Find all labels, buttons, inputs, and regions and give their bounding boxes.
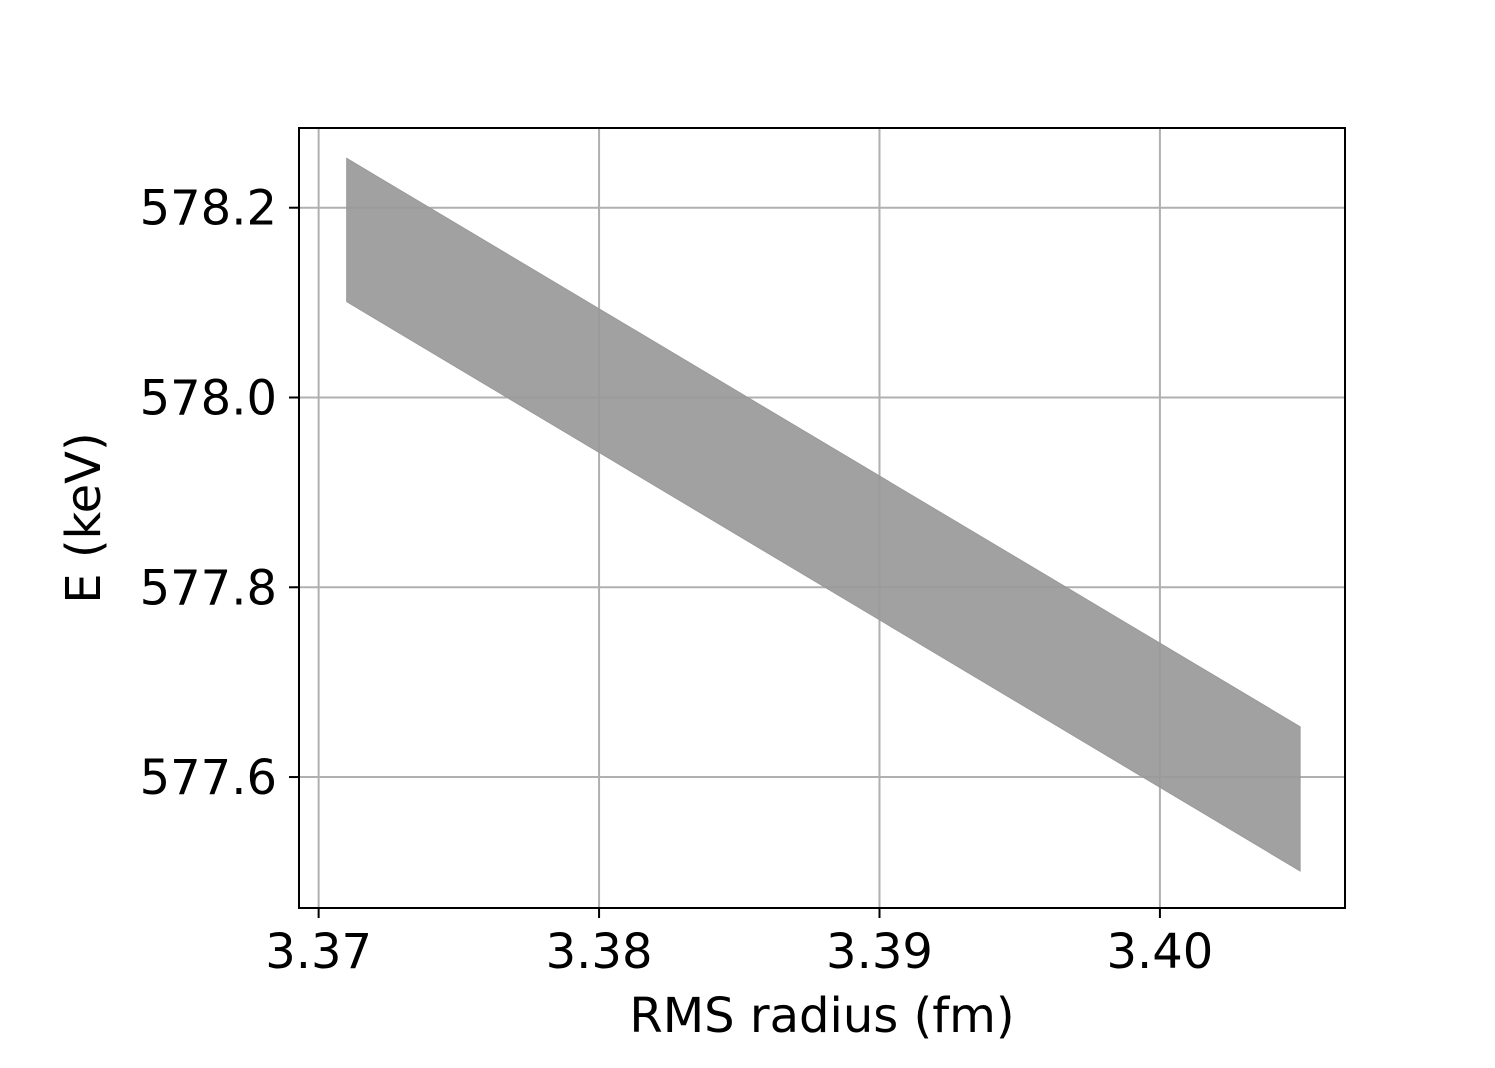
y-tick-label: 578.0 [140, 370, 277, 426]
x-tick-label: 3.39 [826, 924, 933, 980]
x-axis-ticks: 3.37 3.38 3.39 3.40 [265, 908, 1213, 980]
y-axis-label: E (keV) [56, 432, 112, 604]
plot-frame [298, 127, 1346, 909]
y-axis-ticks: 577.6 577.8 578.0 578.2 [140, 181, 299, 806]
y-tick-label: 578.2 [140, 181, 277, 237]
x-tick-label: 3.38 [546, 924, 653, 980]
x-tick-label: 3.40 [1106, 924, 1213, 980]
grid-lines [299, 128, 1345, 908]
x-tick-label: 3.37 [265, 924, 372, 980]
y-tick-label: 577.8 [140, 560, 277, 616]
y-tick-label: 577.6 [140, 750, 277, 806]
x-axis-label: RMS radius (fm) [629, 988, 1014, 1044]
energy-band [346, 157, 1301, 872]
